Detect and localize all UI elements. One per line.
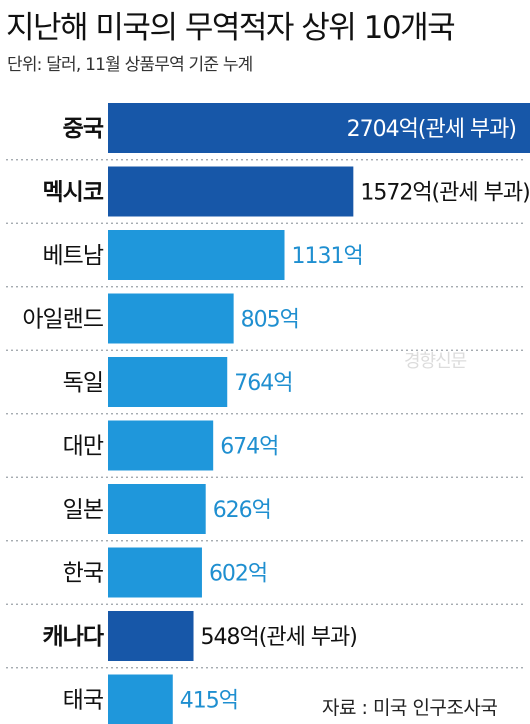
value-label: 1572억(관세 부과) xyxy=(360,181,529,206)
value-label: 2704억(관세 부과) xyxy=(347,117,516,142)
value-label: 1131억 xyxy=(292,244,363,269)
category-label: 대만 xyxy=(63,434,104,460)
value-label: 805억 xyxy=(241,308,299,333)
bar xyxy=(108,484,206,534)
value-label: 764억 xyxy=(234,371,292,396)
value-label: 674억 xyxy=(220,435,278,460)
bar xyxy=(108,420,214,471)
bar xyxy=(108,293,234,344)
bar xyxy=(108,230,285,280)
category-label: 일본 xyxy=(63,497,103,523)
category-label: 캐나다 xyxy=(43,624,104,650)
value-label: 548억(관세 부과) xyxy=(201,625,357,650)
category-label: 아일랜드 xyxy=(22,307,103,333)
chart-subtitle: 단위: 달러, 11월 상품무역 기준 누계 xyxy=(7,55,253,75)
source-note: 자료 : 미국 인구조사국 xyxy=(319,693,501,720)
category-label: 중국 xyxy=(63,116,104,142)
value-label: 602억 xyxy=(209,562,267,587)
chart-title: 지난해 미국의 무역적자 상위 10개국 xyxy=(6,10,456,46)
bar xyxy=(108,357,228,407)
bar xyxy=(108,547,202,598)
bar xyxy=(108,611,194,661)
watermark: 경향신문 xyxy=(404,351,467,372)
category-label: 한국 xyxy=(63,561,103,587)
bar xyxy=(108,166,354,217)
bar xyxy=(108,103,530,153)
category-label: 베트남 xyxy=(43,243,104,269)
value-label: 415억 xyxy=(180,689,238,714)
category-label: 독일 xyxy=(63,370,103,396)
value-label: 626억 xyxy=(213,498,271,523)
category-label: 멕시코 xyxy=(43,180,104,206)
category-label: 태국 xyxy=(63,688,103,714)
bar xyxy=(108,674,173,724)
